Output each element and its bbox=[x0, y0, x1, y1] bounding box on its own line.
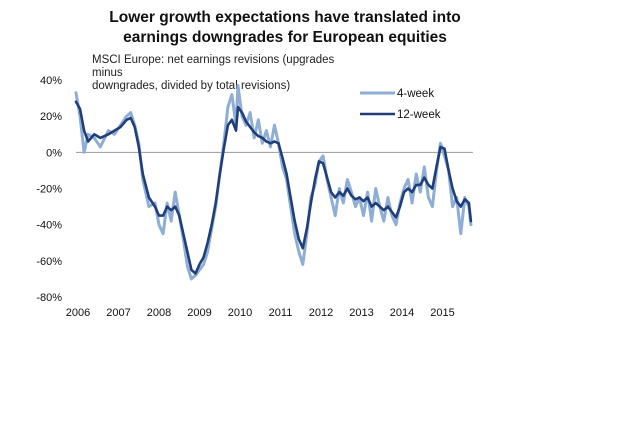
x-axis-ticks: 2006 2007 2008 2009 2010 2011 2012 2013 2014 2015 bbox=[66, 307, 455, 319]
x-tick-label: 2009 bbox=[187, 307, 211, 319]
y-tick-label: 0% bbox=[46, 147, 62, 159]
y-axis-ticks: 40% 20% 0% -20% -40% -60% -80% bbox=[36, 75, 62, 304]
x-tick-label: 2010 bbox=[228, 307, 252, 319]
y-tick-label: 40% bbox=[40, 75, 62, 87]
chart-legend: 4-week 12-week bbox=[360, 88, 441, 121]
x-tick-label: 2012 bbox=[309, 307, 333, 319]
x-tick-label: 2013 bbox=[349, 307, 373, 319]
y-tick-label: -60% bbox=[36, 256, 62, 268]
x-tick-label: 2007 bbox=[106, 307, 130, 319]
x-tick-label: 2008 bbox=[147, 307, 171, 319]
x-tick-label: 2014 bbox=[390, 307, 414, 319]
y-tick-label: -40% bbox=[36, 220, 62, 232]
legend-label-4-week: 4-week bbox=[397, 88, 434, 100]
y-tick-label: 20% bbox=[40, 111, 62, 123]
y-tick-label: -80% bbox=[36, 292, 62, 304]
x-tick-label: 2015 bbox=[430, 307, 454, 319]
legend-label-12-week: 12-week bbox=[397, 109, 441, 121]
x-tick-label: 2011 bbox=[269, 307, 293, 319]
line-chart: 40%20%0%-20%-40%-60%-80% 2006 2007 2008 200… bbox=[0, 0, 640, 425]
x-tick-label: 2006 bbox=[66, 307, 90, 319]
y-tick-label: -20% bbox=[36, 184, 62, 196]
